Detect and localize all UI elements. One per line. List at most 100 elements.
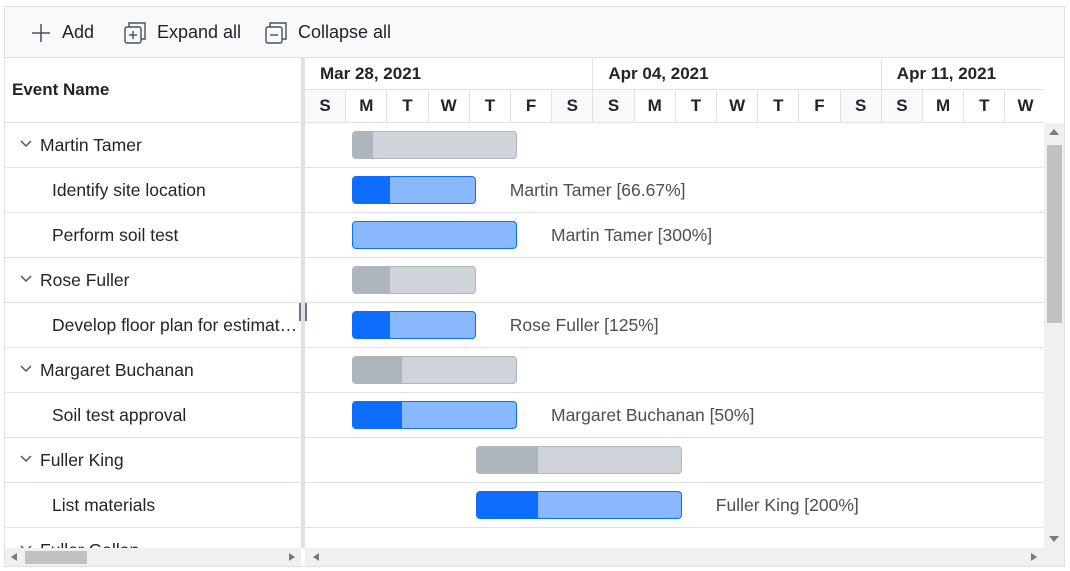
task-progress xyxy=(353,402,403,428)
task-bar-label: Rose Fuller [125%] xyxy=(509,315,659,335)
grid-parent-row[interactable]: Fuller King xyxy=(5,438,301,483)
timeline-day-header: T xyxy=(758,90,800,123)
task-progress xyxy=(353,267,390,293)
expand-all-icon xyxy=(124,21,146,44)
task-progress xyxy=(353,312,390,338)
timeline-day-header: M xyxy=(634,90,676,123)
grid-horizontal-scroll-thumb[interactable] xyxy=(25,551,87,564)
grid-child-row[interactable]: Soil test approval xyxy=(5,393,301,438)
task-bar[interactable] xyxy=(352,311,476,339)
timeline-week-header: Apr 11, 2021 xyxy=(881,58,1044,90)
chart-row-divider xyxy=(305,347,1044,348)
task-name: Identify site location xyxy=(52,180,206,200)
task-bar[interactable] xyxy=(352,176,476,204)
chevron-down-icon[interactable] xyxy=(19,362,33,376)
chart-row-divider xyxy=(305,392,1044,393)
timeline-day-header: T xyxy=(964,90,1006,123)
chart-row-divider xyxy=(305,212,1044,213)
grid-scroll-left-icon[interactable] xyxy=(11,553,17,561)
grid-child-row[interactable]: Develop floor plan for estimation xyxy=(5,303,301,348)
timeline-day-header: S xyxy=(593,90,635,123)
vertical-scrollbar[interactable] xyxy=(1044,123,1064,548)
expand-all-button[interactable]: Expand all xyxy=(123,7,241,58)
task-bar-label: Martin Tamer [66.67%] xyxy=(509,180,686,200)
task-name: List materials xyxy=(52,495,156,515)
task-progress xyxy=(353,357,403,383)
chevron-down-icon[interactable] xyxy=(19,452,33,466)
task-bar-label: Martin Tamer [300%] xyxy=(551,225,713,245)
chart-row-divider xyxy=(305,167,1044,168)
timeline-day-header: W xyxy=(428,90,470,123)
chart-horizontal-scrollbar[interactable] xyxy=(305,548,1064,566)
chart-scroll-right-icon[interactable] xyxy=(1031,553,1037,561)
plus-icon xyxy=(32,23,50,42)
add-button-label: Add xyxy=(62,22,95,42)
chart-row-divider xyxy=(305,437,1044,438)
chart-pane: Mar 28, 2021 Apr 04, 2021 Apr 11, 2021 S M T W… xyxy=(305,58,1044,548)
timeline-day-header: F xyxy=(511,90,553,123)
parent-task-bar[interactable] xyxy=(475,446,682,474)
chart-row-divider xyxy=(305,482,1044,483)
timeline-day-header: W xyxy=(1005,90,1044,123)
task-name: Fuller Gallan xyxy=(40,540,295,548)
timeline-day-header: S xyxy=(552,90,594,123)
toolbar: Add Expand all Collapse all xyxy=(5,7,1064,58)
splitter-handle-icon[interactable] xyxy=(299,303,307,321)
collapse-all-button[interactable]: Collapse all xyxy=(264,7,391,58)
task-name: Fuller King xyxy=(40,450,124,470)
task-progress xyxy=(476,447,538,473)
splitter[interactable] xyxy=(301,58,305,548)
parent-task-bar[interactable] xyxy=(352,266,476,294)
chart-row-divider xyxy=(305,257,1044,258)
timeline-day-header: S xyxy=(840,90,882,123)
task-name: Soil test approval xyxy=(52,405,187,425)
chart-row-divider xyxy=(305,302,1044,303)
grid-parent-row[interactable]: Rose Fuller xyxy=(5,258,301,303)
chevron-down-icon[interactable] xyxy=(19,272,33,286)
chart-scroll-left-icon[interactable] xyxy=(313,553,319,561)
chart-row-divider xyxy=(305,527,1044,528)
grid-horizontal-scrollbar[interactable] xyxy=(5,548,301,566)
timeline-day-header: S xyxy=(305,90,347,123)
timeline-day-header: F xyxy=(799,90,841,123)
grid-header-event-name[interactable]: Event Name xyxy=(5,58,301,123)
grid-parent-row[interactable]: Martin Tamer xyxy=(5,123,301,168)
timeline-day-header: W xyxy=(717,90,759,123)
task-progress xyxy=(476,492,538,518)
task-bar[interactable] xyxy=(475,491,682,519)
task-bar-label: Margaret Buchanan [50%] xyxy=(551,405,755,425)
chevron-down-icon[interactable] xyxy=(19,137,33,151)
task-progress xyxy=(353,177,390,203)
grid-child-row[interactable]: List materials xyxy=(5,483,301,528)
scroll-down-icon[interactable] xyxy=(1049,536,1059,542)
task-name: Perform soil test xyxy=(52,225,179,245)
grid-parent-row[interactable]: Margaret Buchanan xyxy=(5,348,301,393)
expand-all-label: Expand all xyxy=(157,22,242,42)
timeline-day-header: T xyxy=(387,90,429,123)
tree-grid: Event Name Martin Tamer Identify site loc… xyxy=(5,58,301,566)
task-progress xyxy=(353,132,373,158)
task-bar-label: Fuller King [200%] xyxy=(715,495,859,515)
timeline-day-header: T xyxy=(469,90,511,123)
grid-parent-row[interactable]: Fuller Gallan xyxy=(5,528,301,548)
grid-scroll-right-icon[interactable] xyxy=(289,553,295,561)
parent-task-bar[interactable] xyxy=(352,356,517,384)
task-bar[interactable] xyxy=(352,401,517,429)
task-name: Margaret Buchanan xyxy=(40,360,194,380)
task-bar[interactable] xyxy=(352,221,517,249)
timeline-day-header: S xyxy=(881,90,923,123)
timeline-week-header: Apr 04, 2021 xyxy=(593,58,882,90)
scroll-up-icon[interactable] xyxy=(1049,129,1059,135)
grid-rows: Martin Tamer Identify site location Perfor… xyxy=(5,123,301,548)
add-button[interactable]: Add xyxy=(30,7,94,58)
chevron-down-icon[interactable] xyxy=(19,542,33,548)
collapse-all-icon xyxy=(265,21,287,44)
timeline-day-header: T xyxy=(675,90,717,123)
vertical-scroll-thumb[interactable] xyxy=(1047,145,1062,323)
grid-child-row[interactable]: Identify site location xyxy=(5,168,301,213)
timeline-week-header: Mar 28, 2021 xyxy=(305,58,594,90)
grid-child-row[interactable]: Perform soil test xyxy=(5,213,301,258)
parent-task-bar[interactable] xyxy=(352,131,517,159)
timeline-day-header: M xyxy=(923,90,965,123)
collapse-all-label: Collapse all xyxy=(298,22,392,42)
